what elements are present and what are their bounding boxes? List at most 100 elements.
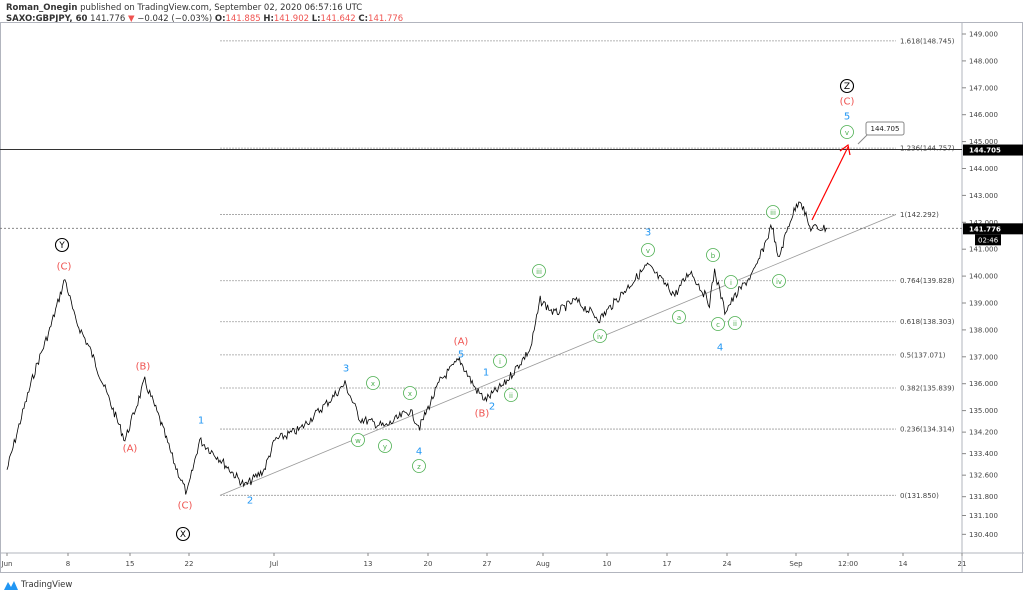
y-tick-label: 140.000 <box>969 273 998 281</box>
fib-level-label: 0.5(137.071) <box>900 351 946 359</box>
wave-label-circle <box>641 243 655 257</box>
y-tick-label: 148.000 <box>969 57 998 65</box>
wave-label: (A) <box>123 444 138 455</box>
x-tick-label: 20 <box>424 560 433 568</box>
countdown-text: 02:46 <box>978 236 999 244</box>
wave-label: x <box>408 390 412 398</box>
wave-label: w <box>355 437 361 445</box>
wave-label-circle <box>351 433 365 447</box>
y-tick-label: 146.000 <box>969 111 998 119</box>
publish-text: published on TradingView.com, September … <box>80 3 363 13</box>
publish-info: Roman_Onegin published on TradingView.co… <box>6 3 362 13</box>
wave-label: (C) <box>57 262 72 273</box>
y-tick-label: 138.000 <box>969 326 998 334</box>
y-tick-label: 149.000 <box>969 31 998 39</box>
wave-label: iv <box>776 278 782 286</box>
x-tick-label: 13 <box>364 560 373 568</box>
wave-label-circle <box>504 388 518 402</box>
wave-label: X <box>180 530 186 540</box>
x-tick-label: 21 <box>958 560 967 568</box>
wave-label: 3 <box>645 228 651 239</box>
logo-text: TradingView <box>21 580 73 590</box>
wave-label-circle <box>54 237 70 253</box>
close-value: 141.776 <box>368 14 404 24</box>
change: −0.042 (−0.03%) <box>137 14 213 24</box>
symbol: SAXO:GBPJPY, 60 <box>6 14 88 24</box>
open-value: 141.885 <box>225 14 261 24</box>
wave-label: iii <box>770 209 776 217</box>
wave-label: v <box>845 129 849 137</box>
y-tick-label: 130.400 <box>969 531 998 539</box>
wave-label: 2 <box>489 402 495 413</box>
wave-label-circle <box>403 386 417 400</box>
symbol-info: SAXO:GBPJPY, 60 141.776 ▼ −0.042 (−0.03%… <box>6 14 403 24</box>
low-label: L: <box>311 14 321 24</box>
wave-label: (B) <box>136 362 151 373</box>
fib-trendline <box>219 214 897 496</box>
wave-label: Y <box>58 241 65 251</box>
wave-label: i <box>499 358 501 366</box>
fib-level-label: 0.382(135.839) <box>900 385 955 393</box>
high-value: 141.902 <box>273 14 310 24</box>
wave-label-circle <box>412 459 426 473</box>
wave-label-circle <box>840 125 854 139</box>
last-price-tag <box>963 223 1023 235</box>
y-tick-label: 145.000 <box>969 138 998 146</box>
x-tick-label: 22 <box>185 560 194 568</box>
last-price-tag-text: 141.776 <box>969 225 1001 233</box>
x-tick-label: 14 <box>899 560 908 568</box>
wave-label: iii <box>536 268 542 276</box>
fib-level-label: 1(142.292) <box>900 211 939 219</box>
horizontal-level-tag <box>963 144 1023 156</box>
x-tick-label: Jun <box>1 560 13 568</box>
countdown-tag <box>975 234 1001 246</box>
wave-label: 4 <box>416 447 422 458</box>
low-value: 141.642 <box>320 14 356 24</box>
x-tick-label: 10 <box>603 560 612 568</box>
author[interactable]: Roman_Onegin <box>6 3 78 13</box>
wave-label-circle <box>493 354 507 368</box>
y-tick-label: 131.100 <box>969 512 998 520</box>
x-tick-label: 27 <box>483 560 492 568</box>
x-tick-label: 15 <box>126 560 135 568</box>
wave-label-circle <box>711 317 725 331</box>
wave-label: 5 <box>458 350 464 361</box>
wave-label: b <box>711 252 716 260</box>
tradingview-logo-icon <box>4 581 18 590</box>
price-series-line <box>6 201 828 495</box>
y-tick-label: 135.000 <box>969 407 998 415</box>
x-tick-label: 8 <box>66 560 70 568</box>
fib-level-label: 0.236(134.314) <box>900 426 955 434</box>
x-tick-label: Aug <box>536 560 550 568</box>
wave-label: v <box>646 247 650 255</box>
wave-label: 1 <box>198 416 204 427</box>
wave-label: 1 <box>483 368 489 379</box>
wave-label: c <box>716 321 720 329</box>
wave-label: 2 <box>247 496 253 507</box>
tradingview-logo[interactable]: TradingView <box>4 580 72 590</box>
arrow-head-icon <box>839 143 851 156</box>
y-tick-label: 134.200 <box>969 429 998 437</box>
x-tick-label: 17 <box>663 560 672 568</box>
wave-label: ii <box>733 320 737 328</box>
projection-arrow <box>811 146 849 221</box>
wave-label: 5 <box>844 112 850 123</box>
wave-label-circle <box>706 248 720 262</box>
callout-box <box>865 121 905 136</box>
high-label: H: <box>263 14 274 24</box>
y-tick-label: 147.000 <box>969 84 998 92</box>
wave-label: a <box>677 314 681 322</box>
y-tick-label: 142.000 <box>969 219 998 227</box>
fib-level-label: 0(131.850) <box>900 492 939 500</box>
wave-label-circle <box>378 439 392 453</box>
x-tick-label: 12:00 <box>838 560 858 568</box>
callout-pointer <box>857 133 869 145</box>
wave-label: (B) <box>475 409 490 420</box>
wave-label-circle <box>724 275 738 289</box>
fib-level-label: 0.764(139.828) <box>900 277 955 285</box>
wave-label-circle <box>772 274 786 288</box>
wave-label: ii <box>509 392 513 400</box>
wave-label: i <box>730 279 732 287</box>
y-tick-label: 133.400 <box>969 450 998 458</box>
